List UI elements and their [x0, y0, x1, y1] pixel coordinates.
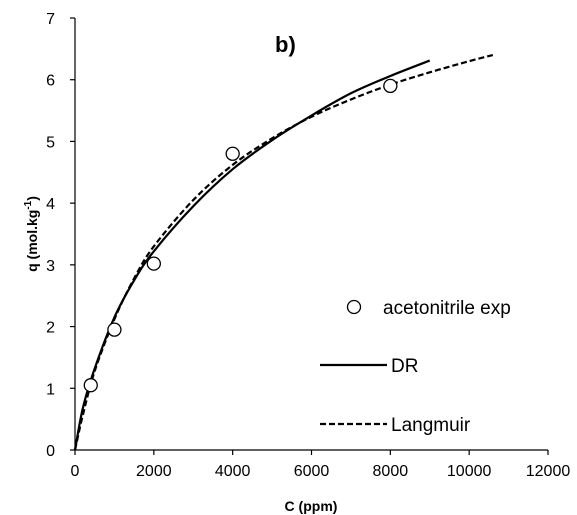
x-axis-title: C (ppm): [285, 498, 338, 514]
y-axis-title-main: q (mol.kg: [24, 210, 40, 272]
data-point: [225, 146, 240, 161]
legend-label-langmuir: Langmuir: [391, 415, 471, 436]
x-tick-label: 8000: [373, 463, 409, 480]
x-tick-label: 6000: [294, 463, 330, 480]
y-tick-label: 5: [46, 134, 55, 151]
y-axis-title-suffix: ): [24, 196, 40, 201]
y-tick-label: 3: [46, 258, 55, 275]
series-line-langmuir: [73, 53, 494, 451]
legend-marker-exp: [346, 299, 362, 315]
legend-label-dr: DR: [391, 356, 418, 377]
series-line-dr: [73, 59, 431, 451]
data-point: [83, 378, 98, 393]
data-point: [107, 322, 122, 337]
y-axis-title: q (mol.kg-1): [23, 196, 40, 272]
legend-label-exp: acetonitrile exp: [383, 298, 511, 319]
legend-item-dr: DR: [320, 356, 418, 377]
y-tick-label: 4: [46, 196, 55, 213]
series-layer: [73, 53, 494, 451]
data-point: [146, 256, 161, 271]
y-tick-label: 0: [46, 443, 55, 460]
x-tick-label: 10000: [447, 463, 492, 480]
panel-label: b): [275, 32, 296, 57]
x-tick-label: 2000: [136, 463, 172, 480]
axes: [74, 18, 548, 451]
legend: acetonitrile exp DR Langmuir: [320, 298, 511, 436]
y-ticks: 0 1 2 3 4 5 6 7: [46, 11, 75, 460]
y-axis-title-superscript: -1: [23, 200, 34, 209]
x-tick-label: 0: [71, 463, 80, 480]
data-point: [383, 78, 398, 94]
y-tick-label: 2: [46, 320, 55, 337]
x-ticks: 0 2000 4000 6000 8000 10000 12000: [71, 450, 571, 480]
y-tick-label: 1: [46, 381, 55, 398]
legend-item-exp: acetonitrile exp: [346, 298, 511, 319]
x-tick-label: 4000: [215, 463, 251, 480]
x-tick-label: 12000: [526, 463, 571, 480]
legend-item-langmuir: Langmuir: [320, 415, 471, 436]
y-tick-label: 6: [46, 73, 55, 90]
y-tick-label: 7: [46, 11, 55, 28]
